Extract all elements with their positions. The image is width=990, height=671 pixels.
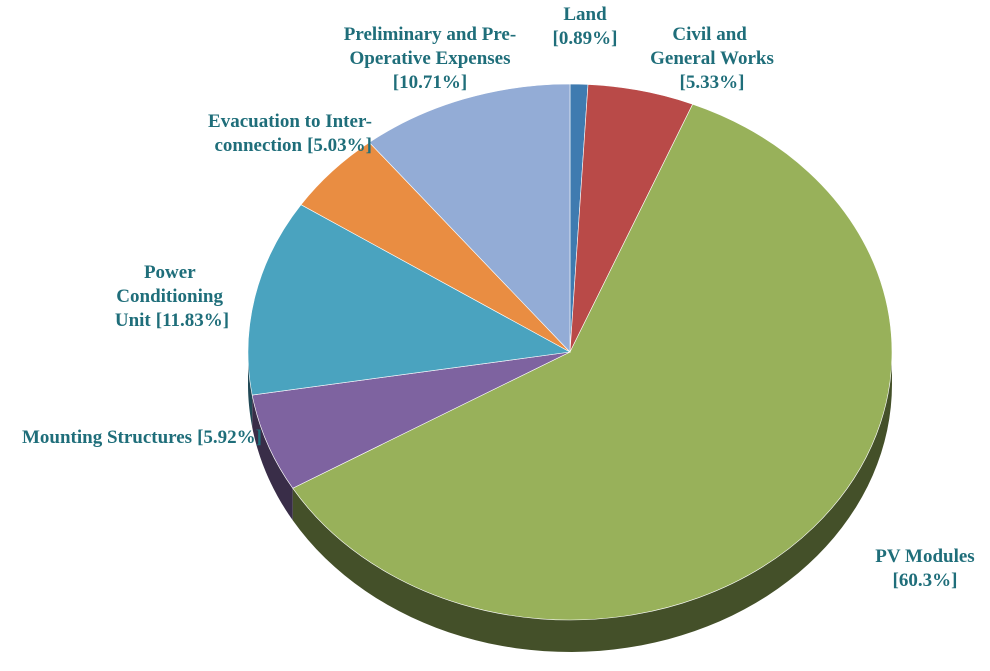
- label-line: Power: [144, 262, 200, 283]
- slice-label: Civil and General Works: [650, 24, 774, 69]
- value-label: [10.71%]: [393, 72, 467, 93]
- label-line: Evacuation to Inter-: [208, 111, 372, 132]
- value-label: [0.89%]: [553, 28, 618, 49]
- slice-label: PV Modules: [875, 546, 974, 567]
- label-line: Operative Expenses: [350, 48, 511, 69]
- label-line: Land: [563, 4, 607, 25]
- label-line: Civil and: [672, 24, 751, 45]
- label-line: connection: [214, 135, 302, 156]
- slice-label: Mounting Structures: [22, 427, 192, 448]
- pie-side: [248, 352, 253, 428]
- slice-label: Land: [563, 4, 607, 25]
- slice-label: Evacuation to Inter-connection: [208, 111, 372, 156]
- slice-label: Preliminary and Pre- Operative Expenses: [344, 24, 516, 69]
- label-line: Preliminary and Pre-: [344, 24, 516, 45]
- pie-side: [252, 395, 293, 521]
- pie-slice: [247, 204, 571, 396]
- pie-slice: [251, 351, 571, 489]
- label-line: PV Modules: [875, 546, 974, 567]
- value-label: [5.03%]: [307, 135, 372, 156]
- value-label: [5.33%]: [680, 72, 745, 93]
- pie-slice: [292, 103, 893, 621]
- label-line: Mounting Structures: [22, 427, 192, 448]
- pie-slice: [368, 83, 571, 353]
- label-line: Conditioning: [116, 286, 227, 307]
- label-line: General Works: [650, 48, 774, 69]
- label-line: Unit: [115, 310, 152, 331]
- value-label: [11.83%]: [156, 310, 229, 331]
- slice-label: Power Conditioning Unit: [115, 262, 228, 331]
- value-label: [5.92%]: [197, 427, 262, 448]
- value-label: [60.3%]: [893, 570, 958, 591]
